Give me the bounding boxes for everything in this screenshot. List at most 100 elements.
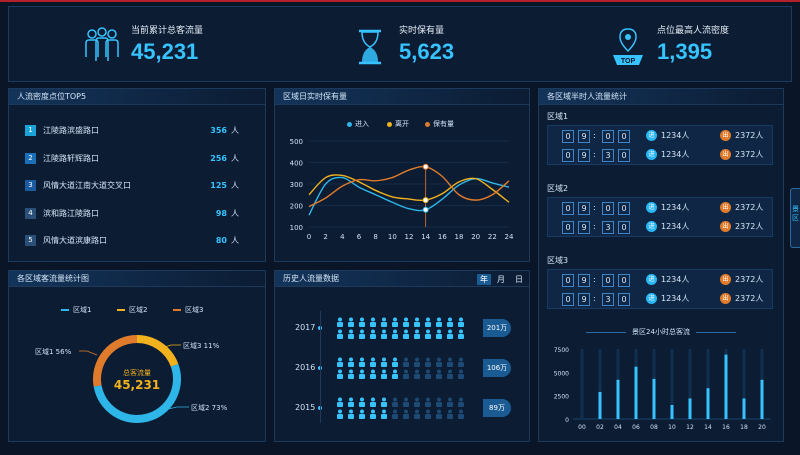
person-body — [392, 362, 398, 367]
region-box: 0 9 0 0: 进 1234人出 2372人 0 9 3 0: 进 1234人出 2372人 — [547, 269, 773, 309]
rank-unit: 人 — [231, 153, 239, 163]
person-head — [382, 329, 386, 334]
person-head — [360, 329, 364, 334]
person-head — [382, 317, 386, 322]
rank-row[interactable]: 1 江陵路滨盛路口 356 人 — [25, 125, 253, 139]
tab-year[interactable]: 年 — [477, 274, 491, 285]
time-digit: 0 — [562, 221, 574, 234]
time-row: 0 9 3 0: 进 1234人出 2372人 — [562, 293, 782, 307]
donut-slice-region1 — [93, 335, 138, 387]
highlight-point — [422, 163, 429, 170]
person-icon — [381, 357, 387, 367]
location-top-icon: TOP — [613, 28, 643, 65]
person-body — [381, 322, 387, 327]
rank-row[interactable]: 5 风情大道滨康路口 80 人 — [25, 235, 253, 249]
person-body — [359, 374, 365, 379]
rank-value: 256 — [210, 153, 227, 163]
rank-number: 2 — [25, 152, 36, 164]
person-head — [415, 317, 419, 322]
person-icon — [381, 409, 387, 419]
donut-center-value: 45,231 — [114, 378, 160, 392]
y-tick-label: 300 — [290, 181, 303, 189]
person-body — [392, 322, 398, 327]
bar-background — [742, 349, 746, 419]
person-body — [403, 362, 409, 367]
person-body — [458, 322, 464, 327]
person-icon — [348, 369, 354, 379]
top-accent-line — [0, 0, 800, 2]
rank-number: 1 — [25, 125, 36, 136]
leader-line — [158, 344, 181, 350]
person-body — [447, 402, 453, 407]
person-head — [415, 329, 419, 334]
highlight-point — [422, 197, 429, 204]
person-icon — [381, 329, 387, 339]
person-icon — [348, 409, 354, 419]
history-year: 2015 — [295, 403, 316, 412]
person-icon — [414, 397, 420, 407]
person-icon — [348, 397, 354, 407]
rank-row[interactable]: 4 滨和路江陵路口 98 人 — [25, 207, 253, 222]
hourly-bar-chart: 0 2500 5000 7500 00 02 04 06 08 10 12 14 16 18 20 — [554, 347, 771, 431]
person-icon — [425, 409, 431, 419]
rank-name: 风情大道滨康路口 — [43, 236, 107, 245]
person-icon — [392, 317, 398, 327]
person-head — [448, 329, 452, 334]
person-body — [414, 374, 420, 379]
person-icon — [392, 397, 398, 407]
person-head — [338, 329, 342, 334]
y-tick-label: 7500 — [554, 347, 569, 354]
people-icon-row — [337, 397, 464, 419]
person-body — [458, 362, 464, 367]
person-icon — [425, 369, 431, 379]
person-body — [414, 334, 420, 339]
person-head — [404, 317, 408, 322]
person-icon — [381, 369, 387, 379]
stat-label: 点位最高人流密度 — [657, 26, 730, 36]
bar — [688, 398, 692, 419]
enter-badge-icon: 进 — [646, 130, 657, 141]
enter-badge-icon: 进 — [646, 149, 657, 160]
side-drawer-tab[interactable]: 景区 — [790, 188, 800, 248]
leader-line — [79, 350, 98, 356]
panel-title: 各区域客流量统计图 — [9, 271, 265, 287]
series-line-1 — [308, 176, 510, 216]
person-body — [337, 322, 343, 327]
person-head — [404, 329, 408, 334]
person-head — [382, 409, 386, 414]
bar — [742, 398, 746, 419]
tab-month[interactable]: 月 — [497, 275, 505, 284]
person-icon — [458, 329, 464, 339]
person-head — [448, 369, 452, 374]
rank-number: 3 — [25, 180, 36, 191]
time-digit: 0 — [618, 221, 630, 234]
x-tick-label: 4 — [340, 233, 345, 241]
person-icon — [436, 397, 442, 407]
person-body — [348, 402, 354, 407]
person-body — [370, 414, 376, 419]
exit-count: 2372人 — [735, 275, 764, 284]
tab-day[interactable]: 日 — [515, 275, 523, 284]
time-digit: 0 — [618, 149, 630, 162]
person-body — [458, 334, 464, 339]
rank-unit: 人 — [231, 236, 239, 245]
person-body — [447, 334, 453, 339]
person-body — [447, 414, 453, 419]
time-row: 0 9 0 0: 进 1234人出 2372人 — [562, 274, 782, 288]
person-body — [458, 402, 464, 407]
rank-row[interactable]: 3 风情大道江南大道交叉口 125 人 — [25, 180, 253, 194]
person-head — [437, 409, 441, 414]
bar — [598, 391, 602, 419]
bar — [706, 388, 710, 419]
highlight-point — [422, 206, 429, 213]
person-icon — [436, 329, 442, 339]
legend-region3: 区域3 — [173, 305, 203, 315]
x-tick-label: 20 — [758, 424, 766, 431]
rank-row[interactable]: 2 江陵路轩辉路口 256 人 — [25, 152, 253, 167]
person-body — [392, 374, 398, 379]
rank-value: 80 — [215, 236, 227, 245]
time-row: 0 9 3 0: 进 1234人出 2372人 — [562, 149, 782, 163]
person-icon — [359, 317, 365, 327]
rank-name: 风情大道江南大道交叉口 — [43, 181, 131, 190]
